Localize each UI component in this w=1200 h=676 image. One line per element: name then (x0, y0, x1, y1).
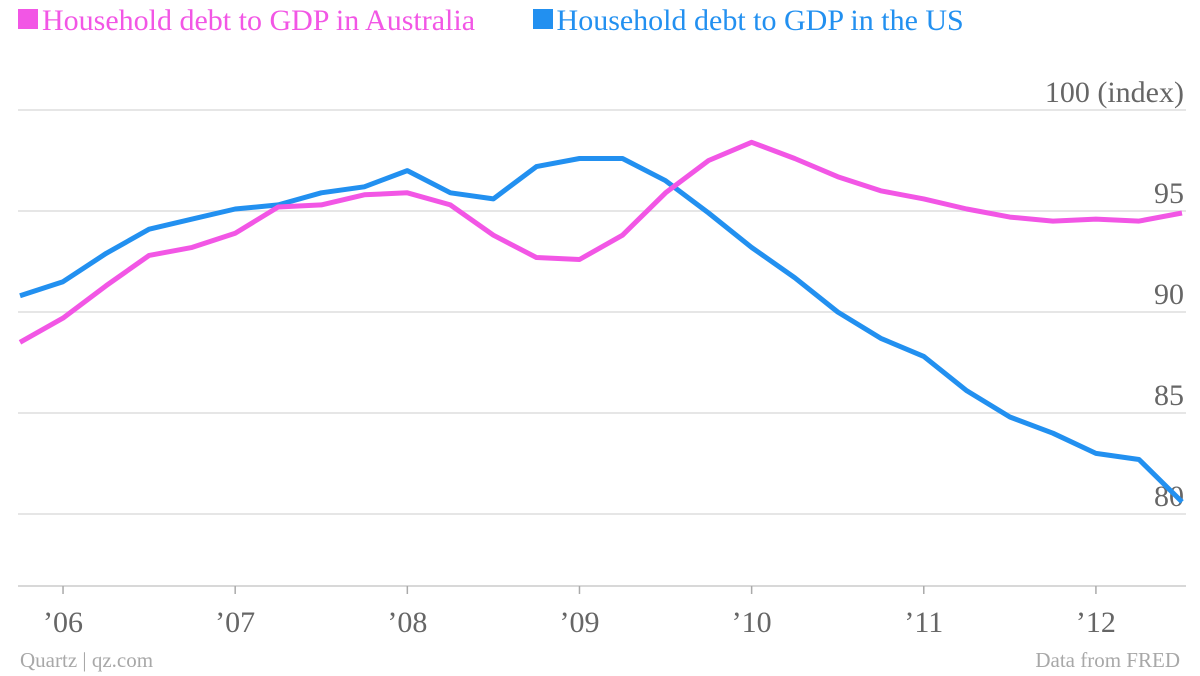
legend-label-us: Household debt to GDP in the US (556, 4, 964, 37)
series-line-australia (18, 139, 1183, 345)
x-tick-label-2: ’07 (215, 606, 255, 639)
y-tick-label-100: 100 (index) (1045, 76, 1184, 109)
y-tick-label-85: 85 (1154, 379, 1184, 412)
series-lines (18, 139, 1184, 504)
legend-swatch-us (532, 9, 553, 29)
legend-swatch-australia (18, 9, 38, 29)
series-line-us (19, 156, 1184, 504)
chart-legend: Household debt to GDP in Australia House… (18, 4, 1014, 38)
legend-item-australia: Household debt to GDP in Australia (18, 4, 475, 38)
data-source: Data from FRED (1035, 648, 1180, 672)
gridlines (18, 109, 1186, 515)
x-tick-label-5: ’10 (732, 606, 772, 639)
y-tick-label-95: 95 (1154, 177, 1184, 210)
legend-label-australia: Household debt to GDP in Australia (42, 4, 476, 37)
legend-item-us: Household debt to GDP in the US (532, 4, 964, 38)
x-tick-label-1: ’06 (43, 606, 83, 639)
source-credit: Quartz | qz.com (20, 648, 154, 672)
x-axis: ’06 ’07 ’08 ’09 ’10 ’11 ’12 (18, 585, 1186, 639)
x-tick-label-3: ’08 (387, 606, 427, 639)
x-tick-label-7: ’12 (1076, 606, 1116, 639)
x-tick-label-6: ’11 (904, 606, 943, 639)
x-tick-label-4: ’09 (559, 606, 599, 639)
y-tick-label-90: 90 (1154, 278, 1184, 311)
